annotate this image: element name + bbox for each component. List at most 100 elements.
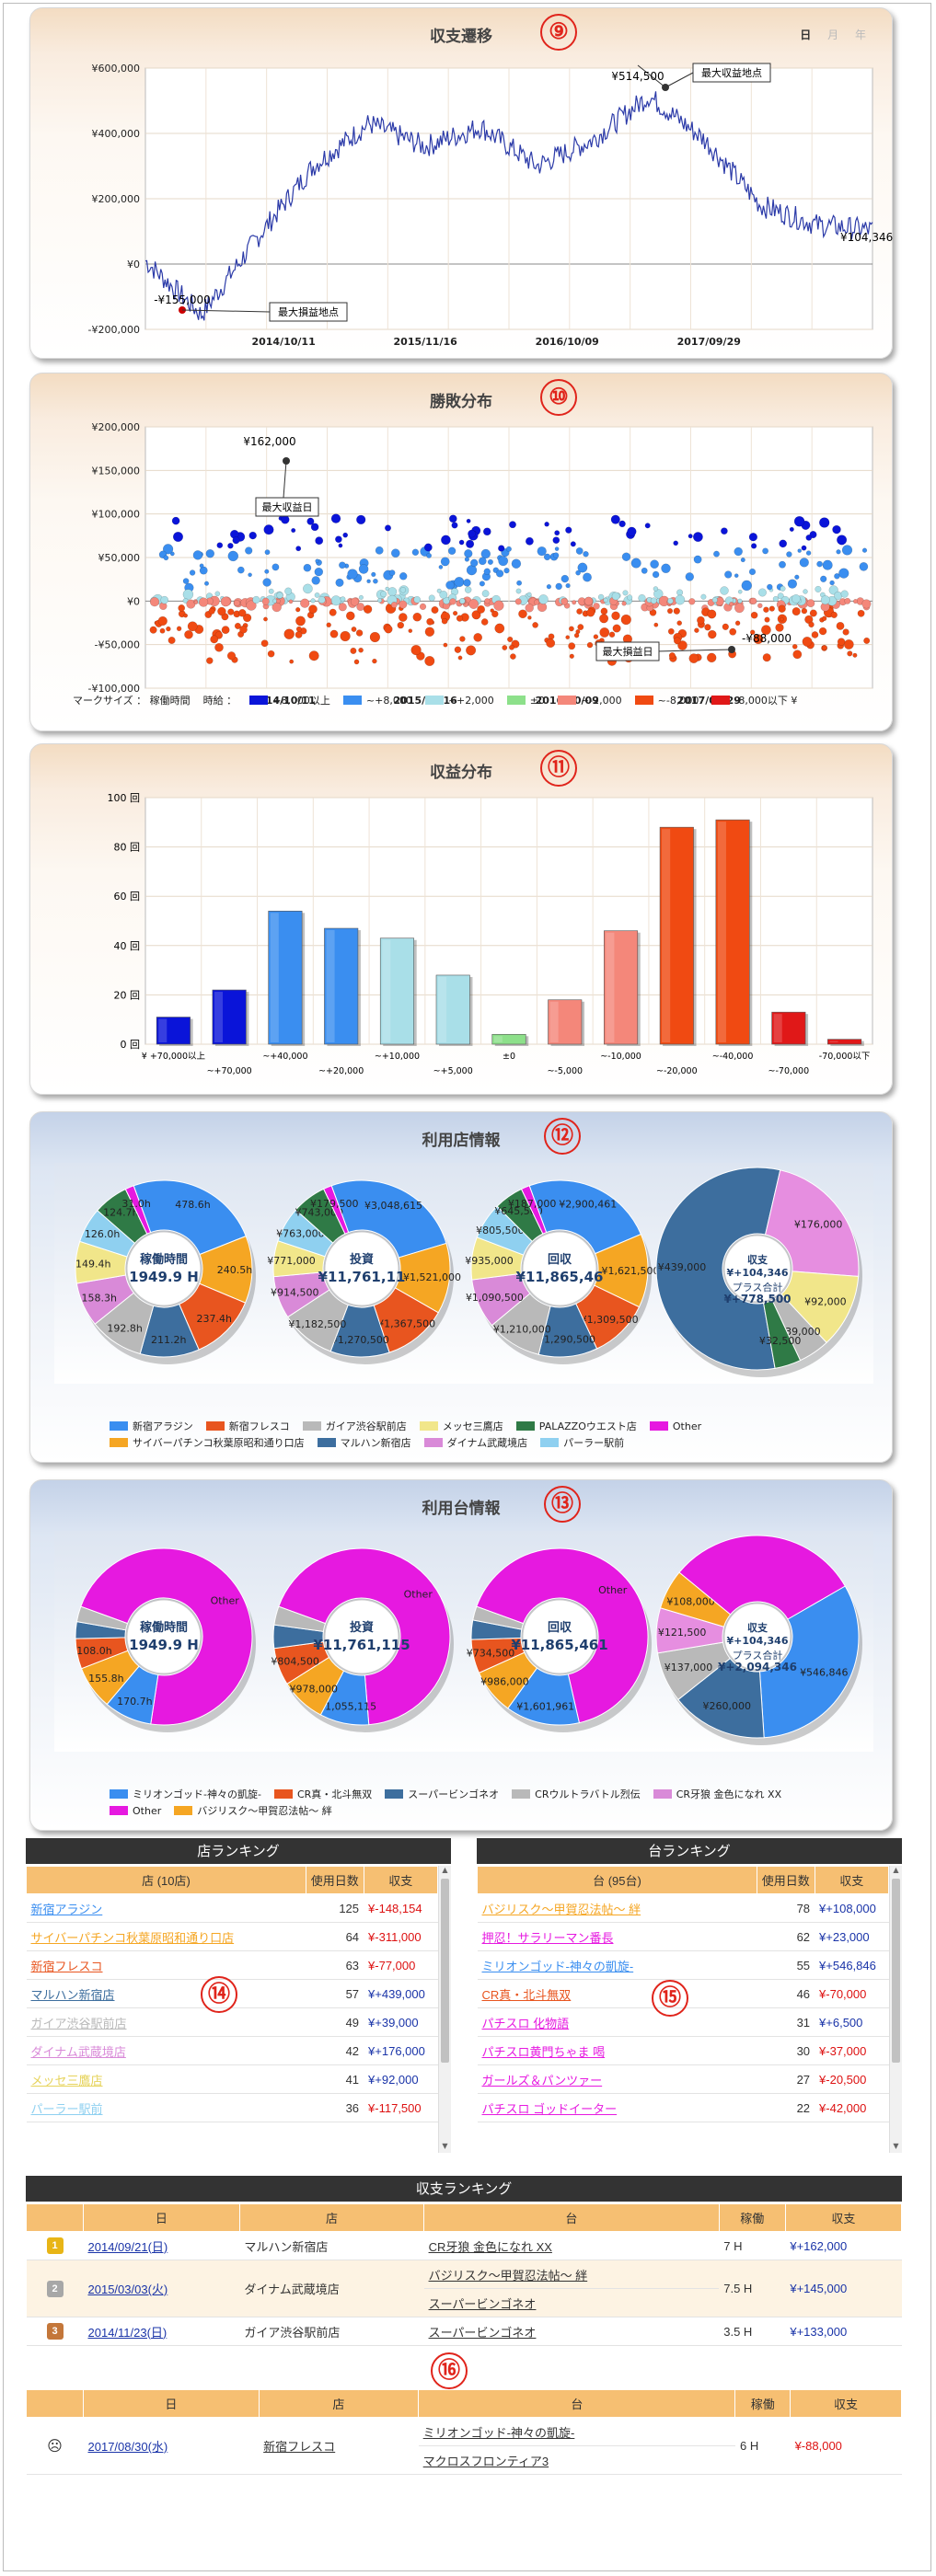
date-link[interactable]: 2017/08/30(水) [83,2417,260,2475]
winloss-point [445,581,455,590]
date-link[interactable]: 2014/11/23(日) [83,2317,240,2346]
col-days[interactable]: 使用日数 [305,1866,364,1894]
row-name-link[interactable]: パーラー駅前 [26,2093,306,2122]
winloss-point [295,607,301,613]
table-row: 3 2014/11/23(日) ガイア渋谷駅前店 スーパービンゴネオ 3.5 H ¥+13… [26,2317,902,2346]
donut-center-label: 回収 [548,1253,572,1267]
machine-link[interactable]: バジリスク〜甲賀忍法帖〜 絆 [423,2260,720,2289]
winloss-point [509,521,516,529]
donut-slice-label: 478.6h [175,1199,210,1211]
store-title: 利用店情報 [422,1132,501,1149]
col-header: 台 [418,2389,736,2418]
winloss-point [626,594,633,601]
income-ranking-worst-table: 日店台稼働 収支 ☹ 2017/08/30(水) 新宿フレスコ ミリオンゴッド-神々の凱旋… [26,2389,902,2475]
col-header: 稼働 [734,2389,792,2418]
row-name-link[interactable]: メッセ三鷹店 [26,2064,306,2094]
winloss-point [457,655,463,661]
machine-ranking-title: 台ランキング [477,1838,902,1864]
donut-slice-label: ¥39,000 [779,1326,821,1338]
row-name-link[interactable]: パチスロ 化物語 [477,2007,757,2037]
winloss-point [469,558,479,568]
row-name-link[interactable]: マルハン新宿店 [26,1979,306,2008]
row-name-link[interactable]: 押忍！サラリーマン番長 [477,1922,757,1951]
row-name-link[interactable]: CR真・北斗無双 [477,1979,757,2008]
winloss-point [792,650,803,660]
tab-year[interactable]: 年 [854,29,866,41]
donut-slice-label: 126.0h [85,1228,120,1240]
winloss-point [183,613,189,618]
winloss-point [149,597,160,607]
profit-xtick: ~-5,000 [547,1066,583,1076]
balance-number: ⑨ [540,14,577,51]
row-profit: ¥+176,000 [364,2036,438,2065]
profit-chart: 100 回 80 回 60 回 40 回 20 回 0 回 ¥ +70,000以上 ~+40… [108,792,873,1076]
donut-center-value: ¥11,761,11 [318,1269,406,1285]
winloss-point [351,627,357,632]
date-link[interactable]: 2014/09/21(日) [83,2231,240,2260]
profit-xtick: ~-40,000 [712,1052,754,1062]
winloss-point [380,591,387,598]
machine-ranking-scrollbar[interactable]: ▲ ▼ [889,1866,902,2153]
profit-bar [491,1033,526,1045]
winloss-point [303,563,312,572]
machine-link[interactable]: マクロスフロンティア3 [418,2445,735,2475]
row-name-link[interactable]: パチスロ ゴッドイーター [477,2093,757,2122]
winloss-point [311,576,320,585]
winloss-point [458,539,465,546]
row-name-link[interactable]: ミリオンゴッド-神々の凱旋- [477,1950,757,1980]
row-name-link[interactable]: バジリスク〜甲賀忍法帖〜 絆 [477,1893,757,1923]
row-name-link[interactable]: パチスロ黄門ちゃま 喝 [477,2036,757,2065]
winloss-point [232,536,240,545]
winloss-point [857,609,865,617]
winloss-point [350,647,357,654]
winloss-point [538,594,549,604]
row-name-link[interactable]: 新宿アラジン [26,1893,306,1923]
winloss-point [263,616,268,622]
row-name-link[interactable]: ダイナム武蔵境店 [26,2036,306,2065]
winloss-point [203,581,210,586]
store-ranking-scrollbar[interactable]: ▲ ▼ [438,1866,451,2153]
profit-xtick: ~-10,000 [600,1052,641,1062]
winloss-point [408,628,413,634]
table-row: マルハン新宿店 57 ¥+439,000 [26,1979,438,2008]
winloss-point [650,597,657,604]
col-days[interactable]: 使用日数 [756,1866,815,1894]
store-name: マルハン新宿店 [239,2231,424,2260]
winloss-point [503,568,510,574]
donut-slice-label: ¥3,048,615 [364,1200,422,1212]
machine-link[interactable]: スーパービンゴネオ [423,2317,720,2346]
col-header: 店 [238,2203,425,2232]
winloss-legend: マークサイズ ： 稼働時間 時給 ： +8,000以上 ~+8,000 ~+2,00… [73,692,810,708]
winloss-point [281,515,290,524]
tab-month[interactable]: 月 [827,29,839,41]
row-name-link[interactable]: ガールズ＆パンツァー [477,2064,757,2094]
balance-ytick: ¥400,000 [92,128,141,140]
winloss-point [505,546,512,552]
balance-min-label: 最大損益地点 [278,305,339,318]
row-name-link[interactable]: ガイア渋谷駅前店 [26,2007,306,2037]
winloss-point [693,555,702,564]
col-profit[interactable]: 収支 [363,1866,439,1894]
store-number: ⑫ [544,1118,581,1155]
col-profit[interactable]: 収支 [814,1866,890,1894]
col-name[interactable]: 台 (95台) [477,1866,757,1894]
winloss-point [182,597,189,604]
store-name[interactable]: 新宿フレスコ [259,2417,419,2475]
machine-link[interactable]: ミリオンゴッド-神々の凱旋- [418,2417,735,2446]
machine-link[interactable]: CR牙狼 金色になれ XX [423,2231,720,2260]
profit-bar [548,999,583,1045]
tab-day[interactable]: 日 [800,29,812,41]
winloss-point [515,588,522,594]
winloss-point [423,543,433,552]
row-name-link[interactable]: 新宿フレスコ [26,1950,306,1980]
row-name-link[interactable]: サイバーパチンコ秋葉原昭和通り口店 [26,1922,306,1951]
winloss-point [834,573,840,580]
date-link[interactable]: 2015/03/03(火) [83,2260,240,2317]
col-name[interactable]: 店 (10店) [26,1866,306,1894]
winloss-point [797,548,802,553]
income-ranking-number: ⑯ [431,2352,468,2389]
donut-slice-label: ¥108,000 [666,1596,715,1608]
winloss-point [767,583,773,591]
machine-link[interactable]: スーパービンゴネオ [423,2288,720,2317]
winloss-point [822,645,827,650]
